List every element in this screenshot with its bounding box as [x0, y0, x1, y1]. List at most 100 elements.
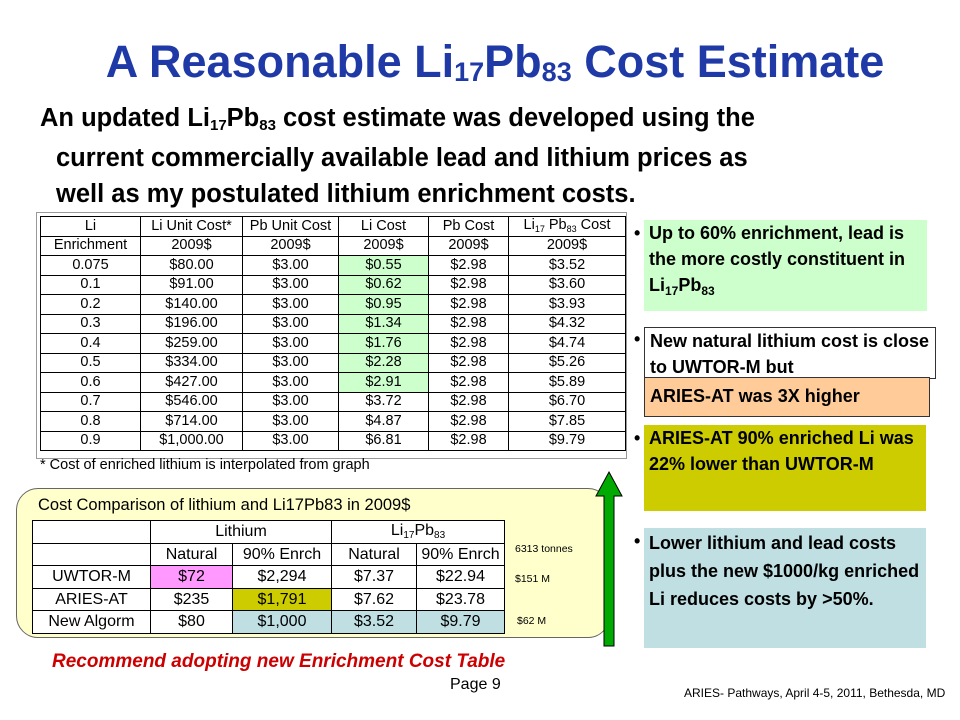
table-cell: $2.98: [428, 352, 509, 373]
comparison-row-label: New Algorm: [32, 610, 151, 634]
comparison-cell: $23.78: [416, 587, 505, 611]
table-cell: $2.98: [428, 313, 509, 334]
table-cell: 0.7: [40, 391, 141, 412]
table-row: 0.2 $140.00 $3.00 $0.95 $2.98 $3.93: [40, 294, 626, 315]
table-header-cell: 2009$: [428, 235, 509, 256]
table-cell: $3.00: [242, 313, 339, 334]
table-cell: $2.98: [428, 411, 509, 432]
bullet-dot: •: [634, 223, 641, 243]
cost-table-frame: [36, 212, 627, 459]
table-cell: $6.70: [508, 391, 626, 412]
bullet-natural-lithium: New natural lithium cost is close to UWT…: [644, 327, 936, 379]
table-cell: $0.95: [338, 294, 429, 315]
table-cell: $546.00: [140, 391, 243, 412]
table-row: 0.1 $91.00 $3.00 $0.62 $2.98 $3.60: [40, 274, 626, 295]
table-header-cell: 2009$: [140, 235, 243, 256]
table-cell: 0.5: [40, 352, 141, 373]
table-cell: $2.98: [428, 333, 509, 354]
table-cell: $0.62: [338, 274, 429, 295]
table-header-row: Enrichment 2009$ 2009$ 2009$ 2009$ 2009$: [40, 235, 626, 256]
table-row: 0.6 $427.00 $3.00 $2.91 $2.98 $5.89: [40, 372, 626, 393]
table-header-cell: Li Cost: [338, 216, 429, 237]
comparison-corner-cell: [32, 520, 151, 544]
bullet-aries-higher: ARIES-AT was 3X higher: [644, 377, 930, 417]
table-row: 0.5 $334.00 $3.00 $2.28 $2.98 $5.26: [40, 352, 626, 373]
table-cell: $1,000.00: [140, 430, 243, 451]
table-header-cell: Pb Unit Cost: [242, 216, 339, 237]
comparison-group-lithium: Lithium: [150, 520, 332, 544]
table-cell: 0.2: [40, 294, 141, 315]
note-new-cost: $62 M: [517, 615, 547, 627]
table-cell: 0.6: [40, 372, 141, 393]
bullet-dot: •: [634, 329, 641, 349]
table-cell: $91.00: [140, 274, 243, 295]
comparison-cell: $7.37: [331, 565, 417, 589]
table-cell: $259.00: [140, 333, 243, 354]
bullet-dot: •: [634, 428, 641, 448]
table-cell: $2.98: [428, 391, 509, 412]
table-cell: $714.00: [140, 411, 243, 432]
comparison-header-cell: 90% Enrch: [232, 542, 332, 566]
table-header-cell: Li Unit Cost*: [140, 216, 243, 237]
intro-text: An updated Li17Pb83 cost estimate was de…: [40, 100, 950, 212]
slide-title: A Reasonable Li17Pb83 Cost Estimate: [105, 36, 885, 87]
table-cell: $2.98: [428, 294, 509, 315]
comparison-cell: $1,791: [232, 587, 332, 611]
comparison-cell: $72: [150, 565, 233, 589]
note-tonnes: 6313 tonnes: [515, 543, 573, 555]
table-row: 0.4 $259.00 $3.00 $1.76 $2.98 $4.74: [40, 333, 626, 354]
comparison-cell: $80: [150, 610, 233, 634]
table-header-cell: Li17 Pb83 Cost: [508, 216, 626, 237]
comparison-header-cell: Natural: [331, 542, 417, 566]
comparison-group-row: Lithium Li17Pb83: [32, 520, 505, 544]
table-header-row: Li Li Unit Cost* Pb Unit Cost Li Cost Pb…: [40, 216, 626, 237]
comparison-cell: $2,294: [232, 565, 332, 589]
table-cell: $6.81: [338, 430, 429, 451]
table-cell: 0.3: [40, 313, 141, 334]
table-cell: $3.72: [338, 391, 429, 412]
table-cell: $4.74: [508, 333, 626, 354]
up-arrow-icon: [595, 470, 623, 647]
table-cell: $3.52: [508, 255, 626, 276]
cost-table: Li Li Unit Cost* Pb Unit Cost Li Cost Pb…: [40, 216, 626, 451]
comparison-row-label: ARIES-AT: [32, 587, 151, 611]
table-cell: $2.91: [338, 372, 429, 393]
table-row: 0.075 $80.00 $3.00 $0.55 $2.98 $3.52: [40, 255, 626, 276]
comparison-row: UWTOR-M $72 $2,294 $7.37 $22.94: [32, 565, 505, 589]
table-cell: $140.00: [140, 294, 243, 315]
table-cell: $3.00: [242, 352, 339, 373]
page-number: Page 9: [450, 676, 501, 693]
table-cell: $3.93: [508, 294, 626, 315]
comparison-header-cell: Natural: [150, 542, 233, 566]
table-header-cell: 2009$: [508, 235, 626, 256]
comparison-cell: $235: [150, 587, 233, 611]
bullet-lower-costs: Lower lithium and lead costs plus the ne…: [644, 528, 926, 648]
table-header-cell: Enrichment: [40, 235, 141, 256]
table-cell: $3.00: [242, 372, 339, 393]
table-cell: $4.87: [338, 411, 429, 432]
footer-conference: ARIES- Pathways, April 4-5, 2011, Bethes…: [684, 686, 946, 700]
comparison-cell: $7.62: [331, 587, 417, 611]
intro-line-2: current commercially available lead and …: [56, 144, 748, 172]
table-cell: $1.76: [338, 333, 429, 354]
table-cell: $3.00: [242, 411, 339, 432]
comparison-cell: $1,000: [232, 610, 332, 634]
table-cell: 0.8: [40, 411, 141, 432]
table-cell: $9.79: [508, 430, 626, 451]
comparison-corner-cell: [32, 542, 151, 566]
table-cell: $2.98: [428, 255, 509, 276]
comparison-cell: $3.52: [331, 610, 417, 634]
table-cell: $196.00: [140, 313, 243, 334]
intro-line-1: An updated Li17Pb83 cost estimate was de…: [40, 104, 755, 134]
bullet-dot: •: [634, 531, 641, 551]
table-cell: $2.98: [428, 430, 509, 451]
table-cell: 0.1: [40, 274, 141, 295]
table-row: 0.7 $546.00 $3.00 $3.72 $2.98 $6.70: [40, 391, 626, 412]
table-cell: $3.00: [242, 255, 339, 276]
table-cell: $80.00: [140, 255, 243, 276]
table-row: 0.9 $1,000.00 $3.00 $6.81 $2.98 $9.79: [40, 430, 626, 451]
table-cell: $3.00: [242, 430, 339, 451]
table-cell: $5.26: [508, 352, 626, 373]
table-cell: $2.98: [428, 274, 509, 295]
comparison-row: ARIES-AT $235 $1,791 $7.62 $23.78: [32, 587, 505, 611]
